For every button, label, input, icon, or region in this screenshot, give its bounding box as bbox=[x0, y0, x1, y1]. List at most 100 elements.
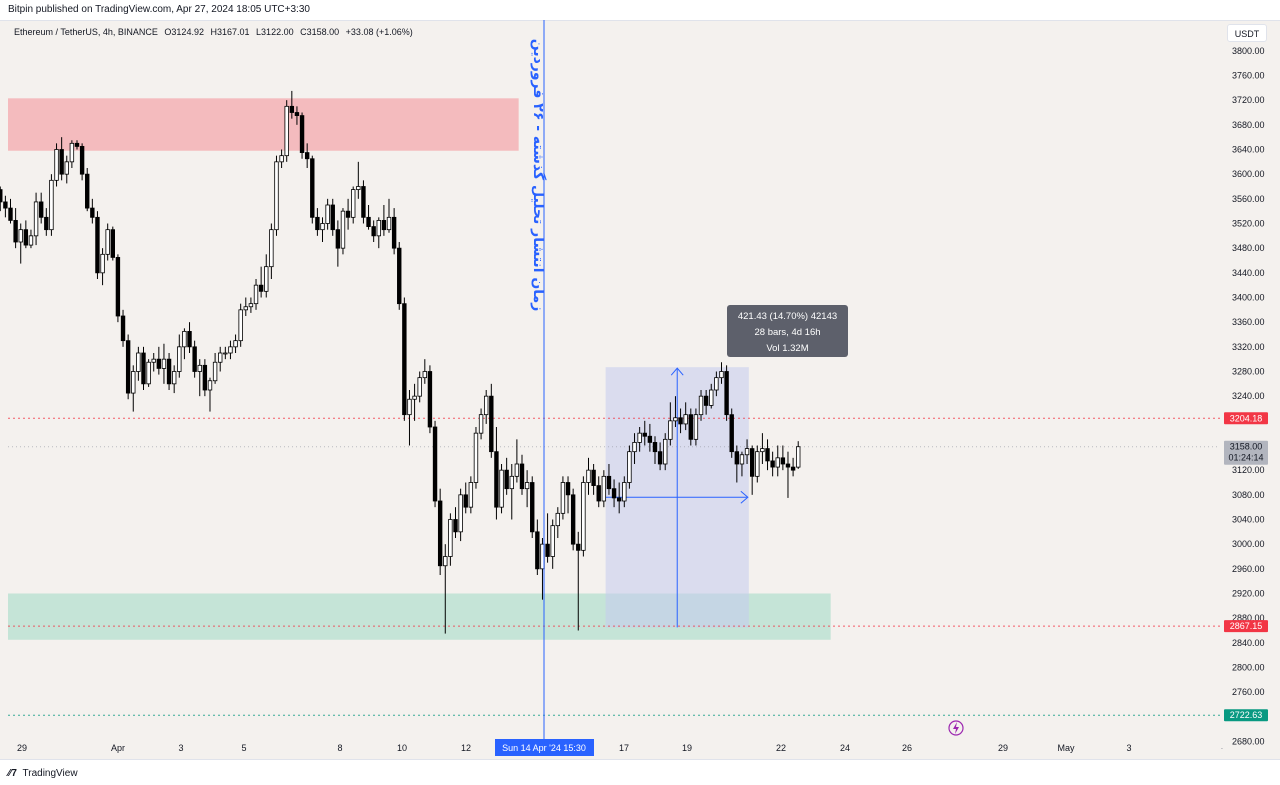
candle[interactable] bbox=[524, 470, 530, 508]
candle[interactable] bbox=[591, 464, 596, 495]
candle[interactable] bbox=[749, 445, 755, 495]
candle[interactable] bbox=[586, 457, 591, 495]
candle[interactable] bbox=[8, 198, 13, 224]
candle[interactable] bbox=[770, 451, 775, 477]
candle[interactable] bbox=[519, 454, 525, 495]
candle[interactable] bbox=[693, 408, 699, 446]
candle[interactable] bbox=[131, 365, 136, 412]
candle[interactable] bbox=[228, 340, 233, 360]
candle[interactable] bbox=[85, 168, 90, 212]
candle[interactable] bbox=[678, 408, 683, 434]
candle[interactable] bbox=[212, 353, 218, 384]
candle[interactable] bbox=[105, 223, 110, 261]
candle[interactable] bbox=[698, 390, 704, 421]
candle[interactable] bbox=[775, 445, 780, 477]
candle[interactable] bbox=[473, 427, 479, 489]
candle[interactable] bbox=[673, 396, 678, 427]
candle[interactable] bbox=[642, 420, 647, 446]
candle[interactable] bbox=[432, 420, 438, 508]
candle[interactable] bbox=[780, 445, 786, 471]
candle[interactable] bbox=[371, 220, 376, 242]
candle[interactable] bbox=[709, 383, 714, 409]
candle[interactable] bbox=[509, 464, 514, 520]
candle[interactable] bbox=[468, 476, 474, 514]
candle[interactable] bbox=[69, 140, 75, 168]
candle[interactable] bbox=[622, 476, 627, 508]
candle[interactable] bbox=[38, 192, 44, 224]
candle[interactable] bbox=[785, 451, 791, 498]
candle[interactable] bbox=[253, 279, 259, 310]
candle[interactable] bbox=[187, 322, 192, 353]
candle[interactable] bbox=[616, 482, 622, 514]
candle[interactable] bbox=[207, 377, 213, 412]
currency-button[interactable]: USDT bbox=[1227, 24, 1267, 42]
candle[interactable] bbox=[23, 220, 29, 249]
candle[interactable] bbox=[156, 346, 162, 375]
candle[interactable] bbox=[269, 223, 274, 280]
candle[interactable] bbox=[279, 149, 284, 169]
candle[interactable] bbox=[422, 359, 428, 384]
candle[interactable] bbox=[74, 140, 80, 150]
candle[interactable] bbox=[790, 457, 796, 477]
candle[interactable] bbox=[765, 439, 770, 471]
candle[interactable] bbox=[565, 476, 571, 514]
candle[interactable] bbox=[637, 427, 642, 452]
candle[interactable] bbox=[703, 390, 709, 415]
candle[interactable] bbox=[724, 365, 729, 421]
candle[interactable] bbox=[606, 464, 612, 495]
candle[interactable] bbox=[315, 208, 320, 236]
candle[interactable] bbox=[463, 482, 468, 514]
candle[interactable] bbox=[90, 198, 95, 224]
candle[interactable] bbox=[688, 408, 693, 446]
candle[interactable] bbox=[289, 90, 295, 119]
candle[interactable] bbox=[530, 476, 535, 538]
candle[interactable] bbox=[381, 205, 387, 236]
candle[interactable] bbox=[391, 208, 397, 255]
candle[interactable] bbox=[627, 445, 632, 489]
candle[interactable] bbox=[560, 476, 566, 520]
candle[interactable] bbox=[182, 328, 187, 360]
candle[interactable] bbox=[243, 297, 248, 317]
candle[interactable] bbox=[427, 365, 433, 434]
candle[interactable] bbox=[0, 186, 3, 212]
candle[interactable] bbox=[458, 488, 463, 542]
candle[interactable] bbox=[755, 445, 760, 483]
candle[interactable] bbox=[151, 353, 156, 372]
candle[interactable] bbox=[576, 531, 581, 631]
candle[interactable] bbox=[320, 217, 325, 242]
candle[interactable] bbox=[668, 402, 673, 446]
candle[interactable] bbox=[115, 254, 121, 323]
candle[interactable] bbox=[719, 362, 724, 384]
candle[interactable] bbox=[28, 229, 34, 249]
candle[interactable] bbox=[33, 192, 39, 246]
candle[interactable] bbox=[192, 340, 197, 378]
candle[interactable] bbox=[412, 383, 417, 421]
candle[interactable] bbox=[739, 451, 745, 477]
candle[interactable] bbox=[95, 211, 100, 279]
candle[interactable] bbox=[177, 334, 182, 378]
candle[interactable] bbox=[570, 488, 576, 551]
candle[interactable] bbox=[64, 155, 69, 184]
candle[interactable] bbox=[13, 208, 18, 249]
candle[interactable] bbox=[351, 186, 356, 224]
candle[interactable] bbox=[402, 297, 407, 421]
candle[interactable] bbox=[729, 408, 734, 458]
candle[interactable] bbox=[110, 226, 115, 261]
candle[interactable] bbox=[683, 402, 688, 431]
candle[interactable] bbox=[632, 433, 637, 464]
price-chart[interactable]: زمان انتشار تحلیل گذشته - ۲۶ فروردین 380… bbox=[0, 20, 1280, 760]
candle[interactable] bbox=[223, 346, 228, 360]
candle[interactable] bbox=[345, 198, 351, 230]
candle[interactable] bbox=[304, 143, 310, 168]
candle[interactable] bbox=[663, 433, 668, 471]
candle[interactable] bbox=[166, 353, 172, 390]
candle[interactable] bbox=[714, 371, 719, 397]
candle[interactable] bbox=[366, 205, 371, 230]
candle[interactable] bbox=[611, 479, 617, 508]
candle[interactable] bbox=[284, 100, 289, 162]
candle[interactable] bbox=[100, 248, 105, 286]
candle[interactable] bbox=[238, 303, 243, 347]
candle[interactable] bbox=[197, 359, 202, 397]
candle[interactable] bbox=[325, 198, 330, 230]
candle[interactable] bbox=[601, 470, 607, 508]
